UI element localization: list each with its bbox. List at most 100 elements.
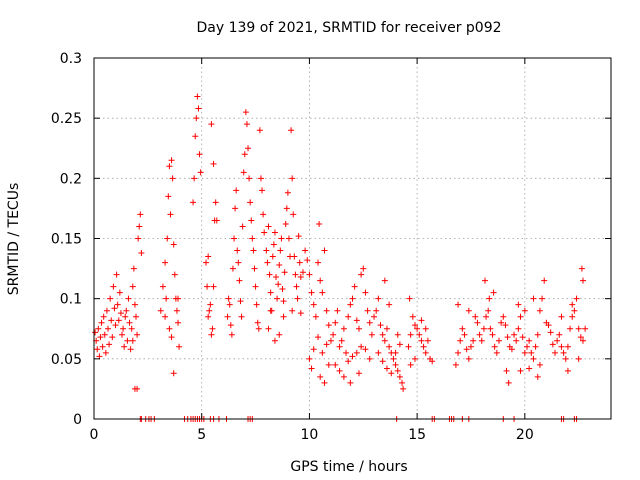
data-point <box>489 331 496 338</box>
data-point <box>575 325 582 332</box>
data-point <box>204 283 211 290</box>
data-point <box>358 271 365 278</box>
data-point <box>474 319 481 326</box>
data-point <box>112 322 119 329</box>
data-point <box>251 265 258 272</box>
data-point <box>123 307 130 314</box>
data-point <box>122 313 129 320</box>
data-point <box>284 189 291 196</box>
data-point <box>108 317 115 324</box>
data-point <box>304 257 311 264</box>
data-point <box>121 343 128 350</box>
data-point <box>505 379 512 386</box>
data-point <box>167 211 174 218</box>
data-point <box>319 289 326 296</box>
data-point <box>513 337 520 344</box>
axis-ticks: 0 5 10 15 20 0 0.05 0.1 0.15 0.2 0.25 0.3 <box>51 51 611 443</box>
data-point <box>539 295 546 302</box>
data-point <box>571 307 578 314</box>
data-point <box>411 322 418 329</box>
data-point <box>105 325 112 332</box>
data-point <box>547 329 554 336</box>
data-point <box>366 355 373 362</box>
data-point <box>113 271 120 278</box>
data-point <box>345 313 352 320</box>
data-point <box>407 331 414 338</box>
data-point <box>276 261 283 268</box>
data-point <box>247 199 254 206</box>
y-tick-label: 0.15 <box>51 232 82 248</box>
data-point <box>381 277 388 284</box>
data-point <box>582 325 589 332</box>
data-point <box>316 221 323 228</box>
data-point <box>379 358 386 365</box>
data-point <box>133 313 140 320</box>
data-point <box>279 286 286 293</box>
data-point <box>508 346 515 353</box>
data-point <box>536 307 543 314</box>
data-point <box>534 373 541 380</box>
data-point <box>452 361 459 368</box>
data-point <box>165 193 172 200</box>
data-point <box>564 343 571 350</box>
data-point <box>343 349 350 356</box>
data-point <box>493 349 500 356</box>
data-point <box>327 337 334 344</box>
data-point <box>169 175 176 182</box>
data-point <box>498 319 505 326</box>
data-point <box>463 346 470 353</box>
data-point <box>515 325 522 332</box>
data-point <box>399 379 406 386</box>
data-point <box>422 349 429 356</box>
x-tick-label: 0 <box>90 427 99 443</box>
data-point <box>209 325 216 332</box>
data-point <box>534 331 541 338</box>
data-point <box>196 151 203 158</box>
data-point <box>136 223 143 230</box>
y-tick-label: 0.05 <box>51 352 82 368</box>
data-point <box>414 325 421 332</box>
data-point <box>130 265 137 272</box>
x-tick-label: 20 <box>516 427 534 443</box>
data-point <box>240 169 247 176</box>
data-point <box>232 205 239 212</box>
data-point <box>226 301 233 308</box>
data-point <box>101 331 108 338</box>
data-point <box>224 313 231 320</box>
data-point <box>194 93 201 100</box>
data-point <box>275 281 282 288</box>
data-point <box>267 307 274 314</box>
data-point <box>373 307 380 314</box>
data-point <box>285 235 292 242</box>
data-point <box>306 271 313 278</box>
data-point <box>332 319 339 326</box>
data-point <box>321 379 328 386</box>
data-point <box>353 317 360 324</box>
data-point <box>231 235 238 242</box>
data-point <box>386 301 393 308</box>
data-point <box>236 277 243 284</box>
data-point <box>210 160 217 167</box>
data-point <box>396 373 403 380</box>
data-point <box>120 325 127 332</box>
x-axis-label: GPS time / hours <box>290 459 407 475</box>
data-point <box>541 277 548 284</box>
data-point <box>579 337 586 344</box>
data-point <box>234 247 241 254</box>
data-point <box>490 289 497 296</box>
data-point <box>192 133 199 140</box>
data-point <box>197 169 204 176</box>
data-point <box>190 199 197 206</box>
y-tick-label: 0.3 <box>60 51 82 67</box>
data-point <box>486 295 493 302</box>
data-point <box>261 229 268 236</box>
data-point <box>137 211 144 218</box>
data-point <box>502 322 509 329</box>
data-point <box>325 361 332 368</box>
data-point <box>317 373 324 380</box>
data-point <box>465 307 472 314</box>
data-point <box>461 331 468 338</box>
data-point <box>229 265 236 272</box>
data-point <box>394 367 401 374</box>
data-point <box>517 313 524 320</box>
